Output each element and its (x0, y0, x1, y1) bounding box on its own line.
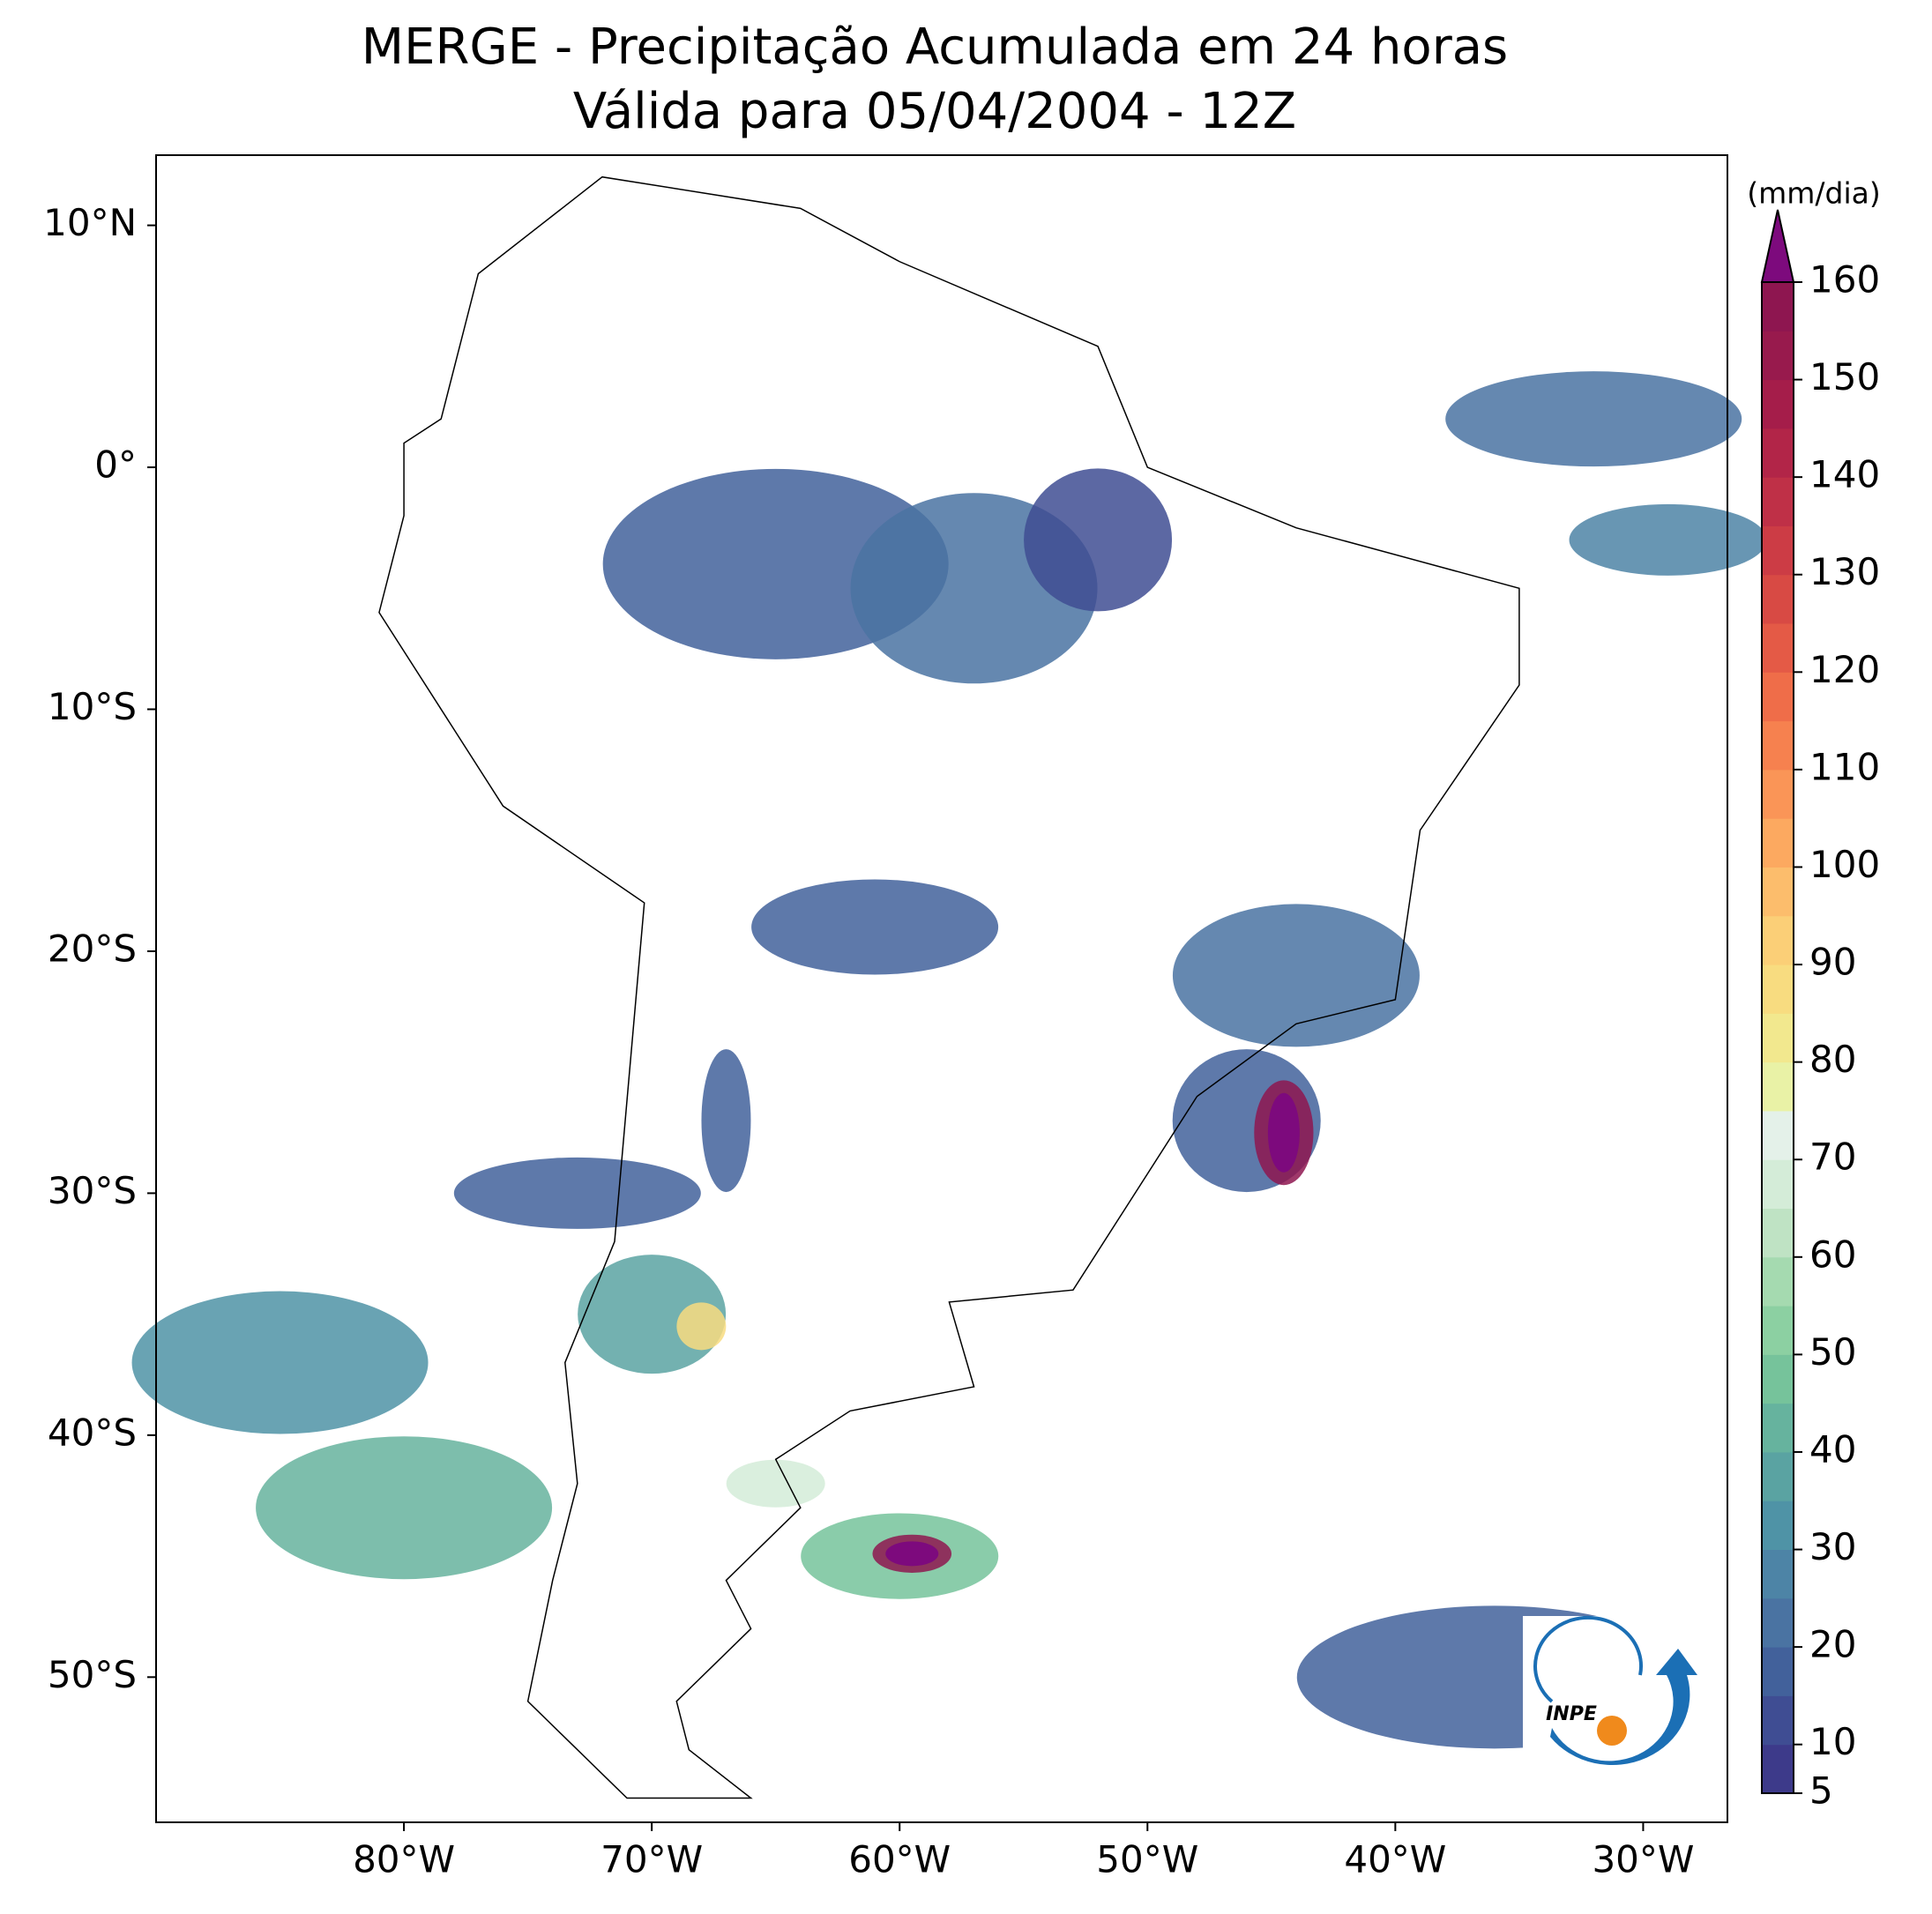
colorbar-bin (1762, 1306, 1794, 1355)
colorbar-tick-label: 80 (1809, 1038, 1856, 1081)
colorbar-frame (1761, 281, 1794, 1794)
colorbar-tick-label: 50 (1809, 1330, 1856, 1374)
colorbar-bin (1762, 1061, 1794, 1112)
precip-area (1024, 468, 1173, 612)
precip-core (1267, 1092, 1300, 1173)
precip-area (726, 1459, 825, 1508)
colorbar-bin (1762, 379, 1794, 429)
colorbar-bin (1762, 867, 1794, 917)
colorbar-bin (1762, 672, 1794, 722)
x-tick-label: 70°W (600, 1838, 703, 1881)
colorbar-tick-label: 5 (1809, 1769, 1833, 1813)
colorbar-bin (1762, 1256, 1794, 1307)
colorbar-bin (1762, 964, 1794, 1014)
colorbar-tick-label: 40 (1809, 1427, 1856, 1471)
colorbar-bin (1762, 428, 1794, 478)
y-tick-label: 10°S (48, 685, 137, 728)
logo-orbit (1533, 1615, 1644, 1703)
colorbar-bin (1762, 1501, 1794, 1551)
colorbar-bin (1762, 1597, 1794, 1648)
colorbar-bin (1762, 1159, 1794, 1210)
y-tick-label: 10°N (43, 201, 137, 244)
logo-sun (1597, 1716, 1627, 1746)
precip-area (1569, 503, 1767, 576)
y-tick-label: 50°S (48, 1653, 137, 1696)
colorbar-bin (1762, 1451, 1794, 1501)
colorbar-tick-label: 150 (1809, 355, 1880, 398)
precip-core (885, 1541, 939, 1567)
colorbar-tick-label: 10 (1809, 1720, 1856, 1763)
colorbar-tick-label: 90 (1809, 941, 1856, 984)
colorbar-label: (mm/dia) (1747, 176, 1881, 211)
y-tick-label: 40°S (48, 1411, 137, 1454)
colorbar-bin (1762, 1208, 1794, 1258)
precip-area (701, 1049, 751, 1193)
precip-area (1172, 904, 1420, 1047)
chart-title: MERGE - Precipitação Acumulada em 24 hor… (362, 19, 1508, 76)
colorbar-bin (1762, 1354, 1794, 1404)
colorbar-bin (1762, 331, 1794, 381)
colorbar-bin (1762, 818, 1794, 868)
x-tick-label: 40°W (1344, 1838, 1446, 1881)
colorbar-tick-label: 20 (1809, 1623, 1856, 1666)
precip-area (453, 1157, 701, 1229)
colorbar-bin (1762, 477, 1794, 526)
colorbar-bin (1762, 1695, 1794, 1746)
colorbar-tick-label: 130 (1809, 550, 1880, 593)
colorbar-bin (1762, 720, 1794, 771)
colorbar-tick-label: 70 (1809, 1136, 1856, 1179)
precip-area (256, 1436, 553, 1580)
colorbar-bin (1762, 1013, 1794, 1063)
logo-text: INPE (1546, 1703, 1597, 1725)
colorbar-bin (1762, 525, 1794, 576)
x-tick-label: 30°W (1592, 1838, 1694, 1881)
x-tick-label: 80°W (353, 1838, 455, 1881)
logo-arrow (1550, 1649, 1697, 1765)
colorbar-bin (1762, 1744, 1794, 1794)
precip-area (131, 1291, 429, 1434)
colorbar-bin (1762, 1647, 1794, 1696)
colorbar-tick-label: 60 (1809, 1233, 1856, 1276)
precip-area (1445, 371, 1742, 467)
coastline (378, 175, 1520, 1799)
colorbar-bin (1762, 623, 1794, 673)
map-frame (155, 154, 1728, 1823)
colorbar-tick-label: 30 (1809, 1525, 1856, 1568)
colorbar-bin (1762, 282, 1794, 331)
colorbar-tick-label: 110 (1809, 745, 1880, 788)
y-tick-label: 30°S (48, 1169, 137, 1212)
colorbar-bin (1762, 1110, 1794, 1160)
x-tick-label: 60°W (848, 1838, 951, 1881)
colorbar-bin (1762, 769, 1794, 819)
precip-area (676, 1302, 727, 1351)
colorbar-bin (1762, 574, 1794, 624)
colorbar-tick-label: 140 (1809, 453, 1880, 496)
colorbar-tick-label: 100 (1809, 843, 1880, 886)
y-tick-label: 20°S (48, 927, 137, 970)
colorbar-tick-label: 120 (1809, 648, 1880, 691)
chart-subtitle: Válida para 05/04/2004 - 12Z (573, 83, 1296, 140)
colorbar-bin (1762, 915, 1794, 965)
colorbar-tick-label: 160 (1809, 258, 1880, 302)
x-tick-label: 50°W (1096, 1838, 1198, 1881)
colorbar-bin (1762, 1403, 1794, 1453)
precip-area (751, 879, 999, 975)
colorbar-bin (1762, 1549, 1794, 1599)
map (131, 175, 1767, 1799)
y-tick-label: 0° (94, 443, 137, 487)
colorbar-extend (1760, 209, 1795, 283)
